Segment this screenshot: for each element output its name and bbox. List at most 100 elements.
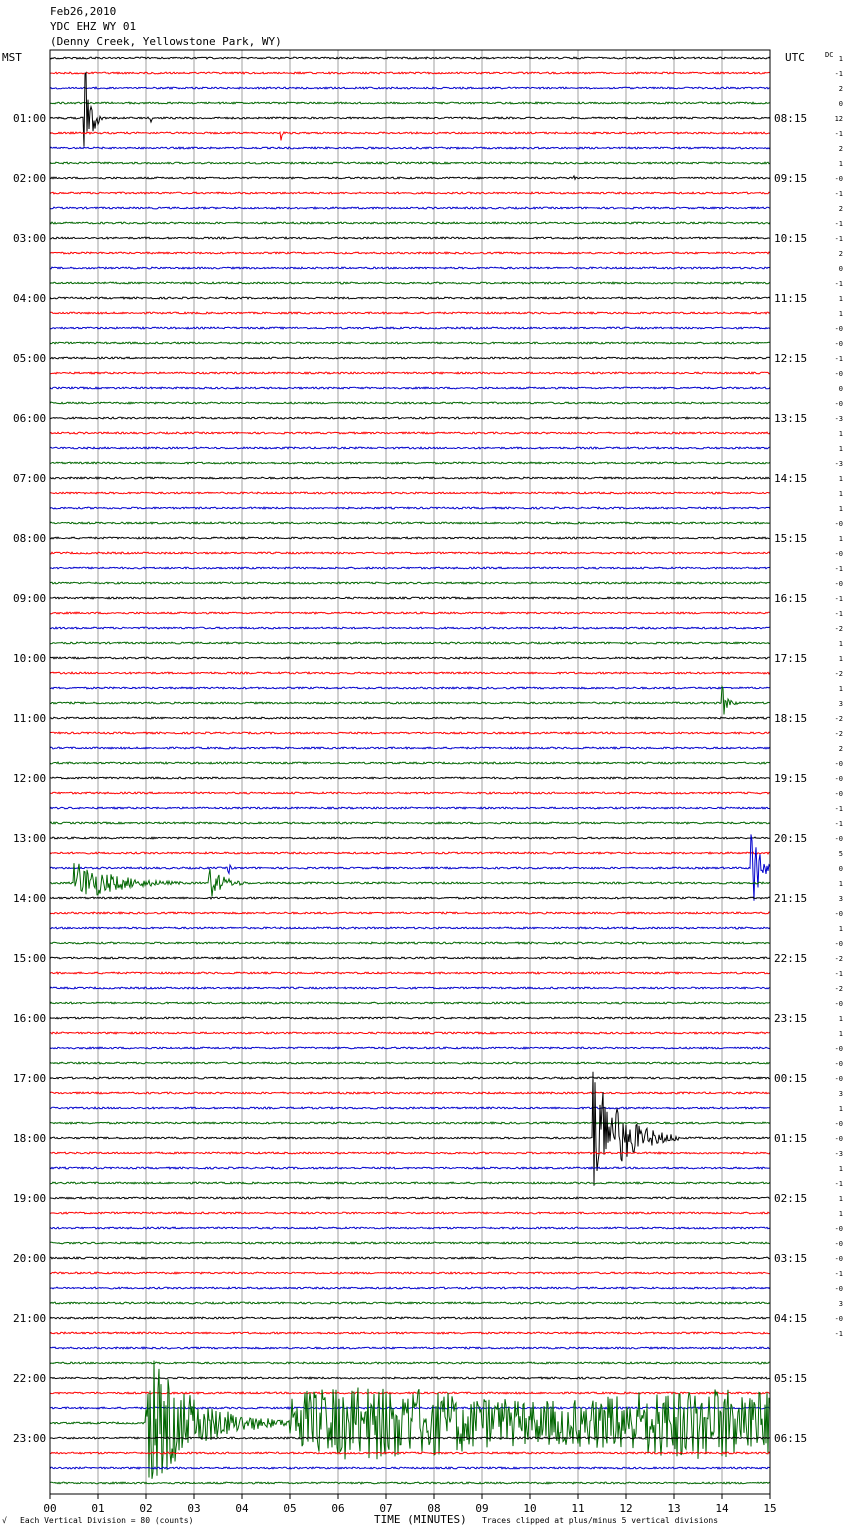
mst-hour-label: 23:00 — [13, 1432, 46, 1445]
dc-offset-value: 0 — [839, 265, 843, 273]
dc-offset-value: -1 — [835, 970, 843, 978]
x-tick-label: 04 — [235, 1502, 249, 1515]
trace-row-52 — [49, 836, 771, 840]
dc-offset-value: -1 — [835, 565, 843, 573]
trace-row-82 — [49, 1286, 771, 1290]
utc-hour-label: 08:15 — [774, 112, 807, 125]
mst-hour-label: 13:00 — [13, 832, 46, 845]
dc-offset-value: -0 — [835, 340, 843, 348]
dc-offset-value: 1 — [839, 1210, 843, 1218]
dc-offset-value: -0 — [835, 1045, 843, 1053]
dc-offset-value: 1 — [839, 640, 843, 648]
dc-offset-value: -1 — [835, 1180, 843, 1188]
trace-row-77 — [49, 1211, 771, 1215]
utc-hour-label: 18:15 — [774, 712, 807, 725]
trace-row-84 — [49, 1316, 771, 1320]
dc-offset-value: -0 — [835, 580, 843, 588]
x-tick-label: 13 — [667, 1502, 680, 1515]
dc-offset-value: -3 — [835, 415, 843, 423]
trace-row-34 — [49, 566, 771, 570]
dc-offset-value: -2 — [835, 985, 843, 993]
dc-offset-value: -1 — [835, 190, 843, 198]
trace-row-87 — [49, 1361, 771, 1365]
utc-hour-label: 00:15 — [774, 1072, 807, 1085]
vertical-gridlines — [97, 50, 723, 1494]
chart-date: Feb26,2010 — [50, 5, 116, 18]
trace-row-60 — [49, 956, 771, 960]
trace-row-16 — [49, 296, 771, 300]
trace-row-4 — [49, 71, 771, 147]
dc-offset-value: -0 — [835, 1285, 843, 1293]
dc-offset-value: -0 — [835, 175, 843, 183]
dc-offset-value: -2 — [835, 955, 843, 963]
trace-row-67 — [49, 1061, 771, 1065]
x-tick-label: 11 — [571, 1502, 584, 1515]
trace-row-63 — [49, 1001, 771, 1005]
dc-offset-value: -1 — [835, 235, 843, 243]
utc-hour-label: 13:15 — [774, 412, 807, 425]
dc-offset-value: -0 — [835, 1120, 843, 1128]
dc-offset-value: 0 — [839, 385, 843, 393]
mst-hour-label: 06:00 — [13, 412, 46, 425]
mst-hour-label: 03:00 — [13, 232, 46, 245]
trace-row-21 — [49, 371, 771, 375]
dc-offset-value: 5 — [839, 850, 843, 858]
dc-offset-value: -0 — [835, 325, 843, 333]
x-tick-label: 10 — [523, 1502, 536, 1515]
trace-row-55 — [49, 863, 771, 897]
x-tick-label: 12 — [619, 1502, 632, 1515]
dc-offset-value: 3 — [839, 895, 843, 903]
trace-row-57 — [49, 911, 771, 915]
trace-row-46 — [49, 746, 771, 750]
clipping-note: Traces clipped at plus/minus 5 vertical … — [482, 1516, 718, 1525]
vertical-division-note: Each Vertical Division = 80 (counts) — [20, 1516, 193, 1525]
dc-offset-value: 1 — [839, 490, 843, 498]
dc-offset-value: 1 — [839, 445, 843, 453]
dc-offset-value: -0 — [835, 1075, 843, 1083]
trace-row-42 — [49, 686, 771, 690]
trace-row-5 — [49, 131, 771, 141]
trace-row-23 — [49, 401, 771, 405]
dc-offset-value: -0 — [835, 1000, 843, 1008]
utc-hour-label: 11:15 — [774, 292, 807, 305]
trace-row-79 — [49, 1241, 771, 1245]
trace-row-62 — [49, 986, 771, 990]
trace-row-22 — [49, 386, 771, 390]
trace-row-65 — [49, 1031, 771, 1035]
footer-glyph: √ — [2, 1516, 7, 1525]
plot-frame — [49, 49, 771, 1495]
x-tick-label: 15 — [763, 1502, 776, 1515]
trace-row-13 — [49, 251, 771, 255]
dc-offset-value: 1 — [839, 1030, 843, 1038]
mst-hour-label: 18:00 — [13, 1132, 46, 1145]
dc-offset-value: -0 — [835, 520, 843, 528]
station-location: (Denny Creek, Yellowstone Park, WY) — [50, 35, 282, 48]
trace-row-31 — [49, 521, 771, 525]
dc-offset-value: -0 — [835, 1225, 843, 1233]
mst-hour-label: 09:00 — [13, 592, 46, 605]
mst-hour-label: 10:00 — [13, 652, 46, 665]
trace-row-85 — [49, 1331, 771, 1335]
mst-hour-label: 22:00 — [13, 1372, 46, 1385]
mst-hour-label: 11:00 — [13, 712, 46, 725]
x-tick-label: 02 — [139, 1502, 152, 1515]
x-tick-label: 05 — [283, 1502, 296, 1515]
dc-column-label: DC — [825, 51, 833, 59]
dc-offset-value: -1 — [835, 1270, 843, 1278]
trace-row-80 — [49, 1256, 771, 1260]
trace-row-3 — [49, 101, 771, 105]
trace-row-73 — [49, 1151, 771, 1155]
trace-row-26 — [49, 446, 771, 450]
trace-row-9 — [49, 191, 771, 195]
utc-hour-label: 20:15 — [774, 832, 807, 845]
trace-row-12 — [49, 236, 771, 240]
dc-offset-value: 1 — [839, 160, 843, 168]
dc-offset-value: 1 — [839, 310, 843, 318]
x-tick-label: 08 — [427, 1502, 440, 1515]
utc-hour-label: 17:15 — [774, 652, 807, 665]
dc-offset-value: -1 — [835, 805, 843, 813]
utc-hour-label: 01:15 — [774, 1132, 807, 1145]
dc-offset-value: -1 — [835, 280, 843, 288]
utc-hour-label: 22:15 — [774, 952, 807, 965]
